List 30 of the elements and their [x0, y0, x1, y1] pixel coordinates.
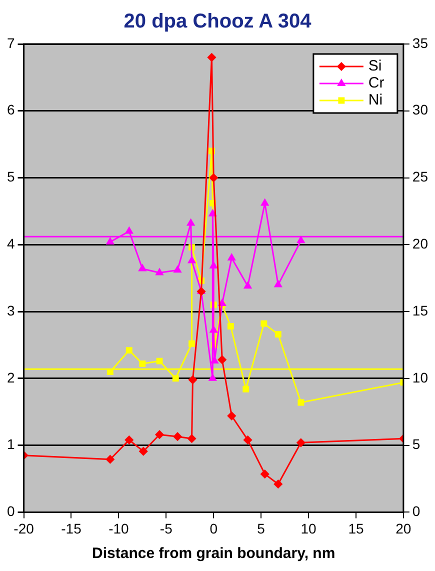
y-tick-label: 7 — [6, 34, 15, 51]
x-tick-label: -15 — [61, 520, 82, 536]
y2-tick-label: 35 — [412, 34, 428, 51]
y2-tick-label: 0 — [412, 503, 420, 520]
x-tick-label: -20 — [14, 520, 34, 536]
y2-tick-label: 30 — [412, 102, 428, 118]
x-axis-title: Distance from grain boundary, nm — [92, 545, 336, 562]
y2-tick-label: 5 — [412, 436, 420, 452]
y2-tick-label: 15 — [412, 302, 428, 318]
x-tick-label: -10 — [108, 520, 130, 536]
y2-tick-label: 25 — [412, 168, 428, 185]
x-tick-label: 5 — [257, 520, 266, 536]
y2-tick-label: 20 — [412, 236, 428, 252]
legend-label: Cr — [368, 74, 384, 92]
legend-label: Ni — [368, 92, 383, 109]
y-tick-label: 3 — [6, 302, 15, 318]
y-tick-label: 4 — [6, 236, 15, 252]
chart-title: 20 dpa Chooz A 304 — [124, 10, 312, 33]
y-tick-label: 5 — [6, 168, 15, 185]
y-tick-label: 0 — [6, 503, 15, 520]
x-tick-label: 20 — [396, 520, 412, 536]
y-tick-label: 6 — [6, 102, 15, 118]
y2-tick-label: 10 — [412, 369, 428, 386]
x-tick-label: 15 — [348, 520, 364, 536]
x-tick-label: 0 — [210, 520, 218, 536]
x-tick-label: -5 — [160, 520, 173, 536]
legend-label: Si — [368, 58, 382, 75]
y-tick-label: 1 — [6, 436, 15, 452]
y-tick-label: 2 — [6, 369, 15, 386]
x-tick-label: 10 — [300, 520, 317, 536]
